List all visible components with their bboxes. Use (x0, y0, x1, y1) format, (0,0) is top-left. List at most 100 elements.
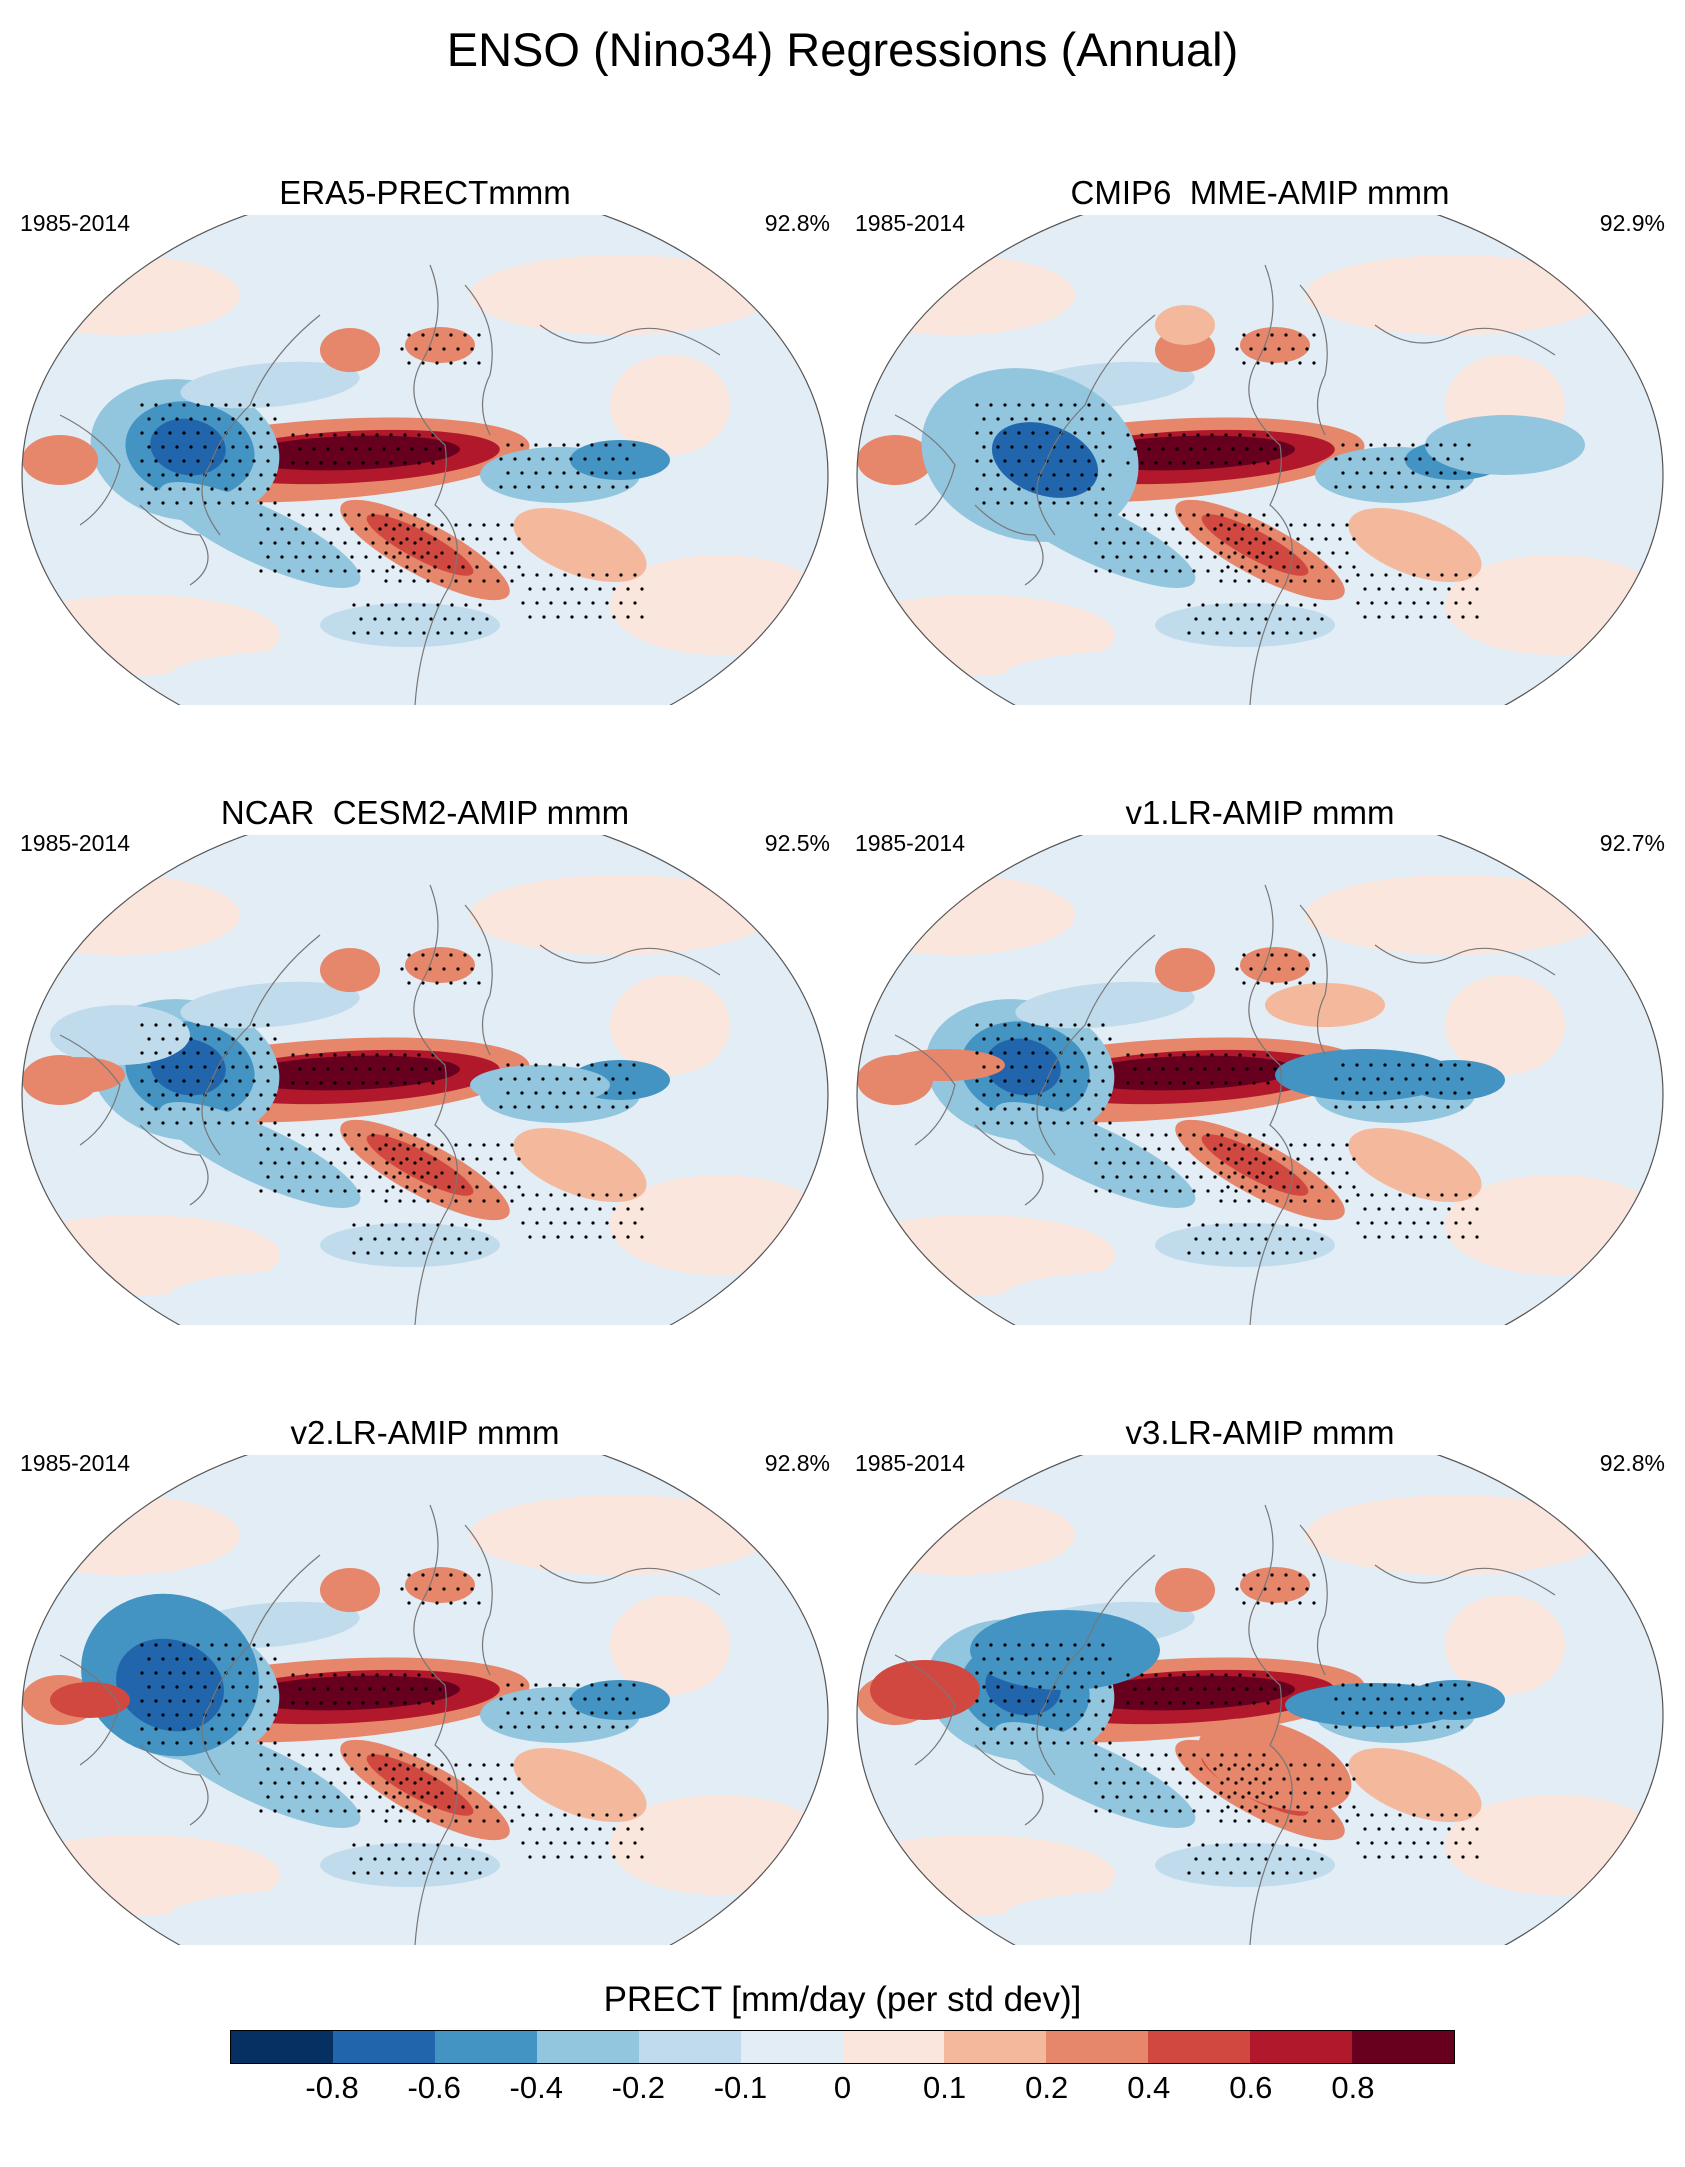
stipple-dot (389, 461, 393, 465)
stipple-dot (266, 403, 270, 407)
stipple-dot (528, 615, 532, 619)
stipple-dot (224, 403, 228, 407)
stipple-dot (140, 431, 144, 435)
panel-title: ERA5-PRECTmmm (279, 174, 571, 211)
stipple-dot (440, 523, 444, 527)
stipple-dot (182, 1671, 186, 1675)
stipple-dot (1219, 1171, 1223, 1175)
stipple-dot (1168, 433, 1172, 437)
stipple-dot (1233, 551, 1237, 555)
stipple-dot (1264, 1857, 1268, 1861)
regression-field-patch (1155, 1223, 1335, 1267)
stipple-dot (412, 1171, 416, 1175)
stipple-dot (1248, 569, 1252, 573)
stipple-dot (210, 1671, 214, 1675)
stipple-dot (517, 1185, 521, 1189)
stipple-dot (266, 1051, 270, 1055)
stipple-dot (1231, 447, 1235, 451)
panel-title: NCAR_CESM2-AMIP mmm (220, 794, 630, 831)
stipple-dot (266, 431, 270, 435)
stipple-dot (1192, 1161, 1196, 1165)
stipple-dot (1227, 527, 1231, 531)
stipple-dot (471, 617, 475, 621)
stipple-dot (1242, 1573, 1246, 1577)
stipple-dot (1108, 1121, 1112, 1125)
stipple-dot (1284, 1601, 1288, 1605)
stipple-dot (168, 1699, 172, 1703)
stipple-dot (415, 1237, 419, 1241)
stipple-dot (319, 1053, 323, 1057)
stipple-dot (427, 1133, 431, 1137)
stipple-dot (640, 1827, 644, 1831)
stipple-dot (422, 1843, 426, 1847)
stipple-dot (231, 417, 235, 421)
stipple-dot (1003, 1727, 1007, 1731)
stipple-dot (549, 1841, 553, 1845)
stipple-dot (633, 1841, 637, 1845)
stipple-dot (1331, 1791, 1335, 1795)
stipple-dot (1352, 1157, 1356, 1161)
stipple-dot (417, 1081, 421, 1085)
stipple-dot (1446, 485, 1450, 489)
stipple-dot (301, 1133, 305, 1137)
stipple-dot (217, 1657, 221, 1661)
stipple-dot (626, 1235, 630, 1239)
stipple-dot (1122, 1161, 1126, 1165)
stipple-dot (147, 1065, 151, 1069)
stipple-dot (1383, 1711, 1387, 1715)
stipple-dot (1094, 445, 1098, 449)
stipple-dot (252, 1051, 256, 1055)
stipple-dot (1269, 1175, 1273, 1179)
stipple-dot (1289, 1819, 1293, 1823)
stipple-dot (619, 1813, 623, 1817)
regression-map (855, 1445, 1665, 1965)
stipple-dot (371, 1161, 375, 1165)
stipple-dot (1468, 1221, 1472, 1225)
stipple-dot (478, 1223, 482, 1227)
stipple-dot (1310, 565, 1314, 569)
stipple-dot (1010, 1685, 1014, 1689)
stipple-dot (259, 1037, 263, 1041)
stipple-dot (1217, 1687, 1221, 1691)
stipple-dot (1229, 631, 1233, 635)
stipple-dot (343, 513, 347, 517)
stipple-dot (1185, 1795, 1189, 1799)
stipple-dot (259, 1065, 263, 1069)
stipple-dot (410, 447, 414, 451)
stipple-dot (1219, 1143, 1223, 1147)
stipple-dot (1404, 1697, 1408, 1701)
stipple-dot (406, 555, 410, 559)
regression-field-patch (1348, 1748, 1482, 1822)
stipple-dot (396, 447, 400, 451)
stipple-dot (329, 1189, 333, 1193)
stipple-dot (435, 1573, 439, 1577)
stipple-dot (161, 1093, 165, 1097)
stipple-dot (1052, 1093, 1056, 1097)
stipple-dot (329, 541, 333, 545)
stipple-dot (577, 601, 581, 605)
stipple-dot (440, 1171, 444, 1175)
stipple-dot (489, 537, 493, 541)
stipple-dot (1454, 1193, 1458, 1197)
stipple-dot (1310, 1777, 1314, 1781)
coastline (59, 414, 121, 526)
stipple-dot (1282, 1157, 1286, 1161)
stipple-dot (1369, 1711, 1373, 1715)
stipple-dot (1411, 443, 1415, 447)
stipple-dot (482, 1791, 486, 1795)
stipple-dot (520, 1091, 524, 1095)
stipple-dot (1252, 461, 1256, 465)
stipple-dot (1017, 1727, 1021, 1731)
stipple-dot (1157, 527, 1161, 531)
stipple-dot (336, 527, 340, 531)
stipple-dot (1242, 333, 1246, 337)
stipple-dot (394, 631, 398, 635)
stipple-dot (161, 1685, 165, 1689)
stipple-dot (1101, 1079, 1105, 1083)
stipple-dot (403, 1701, 407, 1705)
stipple-dot (140, 459, 144, 463)
stipple-dot (366, 603, 370, 607)
stipple-dot (440, 1819, 444, 1823)
stipple-dot (569, 1725, 573, 1729)
stipple-dot (1440, 1813, 1444, 1817)
